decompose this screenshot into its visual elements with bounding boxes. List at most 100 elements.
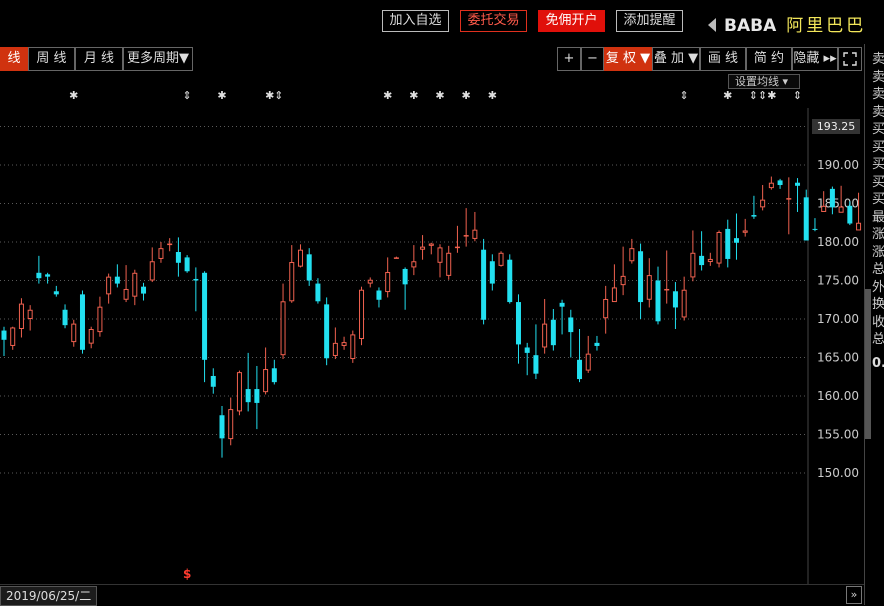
- candle-body-down: [699, 255, 705, 266]
- period-day-tab[interactable]: 线: [0, 47, 28, 71]
- draw-line-button[interactable]: 画 线: [700, 47, 746, 71]
- quote-field-label: 买: [872, 174, 884, 190]
- ma-settings-dropdown[interactable]: 设置均线 ▾: [728, 74, 800, 89]
- fullscreen-button[interactable]: [838, 47, 862, 71]
- quote-field-label: 买: [872, 139, 884, 155]
- candle-body-up: [446, 252, 452, 276]
- candle-body-up: [289, 262, 295, 302]
- candle-body-up: [603, 298, 609, 319]
- quote-field-label: 涨: [872, 244, 884, 260]
- candle-body-up: [428, 243, 434, 246]
- candle-body-down: [324, 304, 330, 359]
- top-header: 加入自选 委托交易 免佣开户 添加提醒 BABA 阿里巴巴: [0, 0, 884, 44]
- candle-body-down: [481, 249, 487, 320]
- panel-collapse-handle[interactable]: [865, 289, 871, 439]
- candle-body-up: [768, 182, 774, 189]
- candle-body-down: [62, 309, 68, 326]
- event-marker: ✱: [488, 89, 497, 102]
- y-tick-label: 165.00: [817, 351, 859, 365]
- candle-body-up: [411, 261, 417, 268]
- candle-body-down: [829, 188, 835, 208]
- candle-body-down: [577, 359, 583, 380]
- y-tick-label: 150.00: [817, 466, 859, 480]
- dividend-marker: $: [183, 567, 191, 581]
- y-tick-label: 155.00: [817, 428, 859, 442]
- more-periods-dropdown[interactable]: 更多周期▼: [123, 47, 193, 71]
- candle-body-down: [568, 317, 574, 333]
- candle-body-down: [638, 251, 644, 303]
- period-week-tab[interactable]: 周 线: [28, 47, 75, 71]
- zoom-in-button[interactable]: +: [557, 47, 581, 71]
- candle-body-up: [149, 261, 155, 281]
- y-tick-label: 170.00: [817, 312, 859, 326]
- event-marker: ✱: [383, 89, 392, 102]
- candle-body-down: [489, 261, 495, 284]
- stock-title[interactable]: BABA 阿里巴巴: [708, 11, 866, 36]
- trade-order-button[interactable]: 委托交易: [460, 10, 527, 32]
- candle-body-up: [786, 198, 792, 200]
- chart-svg[interactable]: 150.00 155.00 160.00 165.00 170.00 175.00 180.…: [0, 74, 879, 584]
- overlay-dropdown[interactable]: 叠 加 ▼: [652, 47, 700, 71]
- candle-body-up: [27, 309, 33, 319]
- candle-body-up: [350, 334, 356, 360]
- candle-body-up: [716, 231, 722, 264]
- time-axis-bar: 2019/06/25/二 »: [0, 584, 864, 606]
- candle-body-up: [690, 252, 696, 278]
- candle-body-down: [36, 272, 42, 279]
- simple-mode-button[interactable]: 简 约: [746, 47, 792, 71]
- left-arrow-icon[interactable]: [708, 18, 716, 32]
- scroll-right-icon[interactable]: »: [846, 586, 862, 604]
- candle-body-up: [393, 257, 399, 259]
- y-tick-label: 190.00: [817, 158, 859, 172]
- add-watchlist-button[interactable]: 加入自选: [382, 10, 449, 32]
- candle-body-down: [847, 205, 853, 224]
- candle-body-up: [463, 235, 469, 237]
- quote-field-label: 卖: [872, 52, 884, 67]
- candle-body-up: [742, 230, 748, 233]
- event-marker: ⇕: [183, 89, 192, 102]
- hide-panel-button[interactable]: 隐藏 ▸▸: [792, 47, 838, 71]
- candle-body-down: [751, 215, 757, 217]
- current-price-tag: 193.25: [812, 119, 860, 134]
- quote-field-label: 收: [872, 314, 884, 330]
- candle-body-up: [760, 199, 766, 208]
- candle-body-up: [821, 205, 827, 212]
- candle-body-down: [594, 342, 600, 346]
- candle-body-up: [158, 248, 164, 259]
- zoom-out-button[interactable]: −: [581, 47, 604, 71]
- open-account-button[interactable]: 免佣开户: [538, 10, 605, 32]
- candle-body-up: [297, 249, 303, 267]
- candle-body-up: [664, 288, 670, 291]
- candle-body-up: [332, 342, 338, 356]
- quote-field-label: 总: [872, 262, 884, 277]
- quote-field-label: 卖: [872, 87, 884, 102]
- quote-field-value: 0.: [872, 355, 884, 371]
- candle-body-up: [681, 289, 687, 318]
- add-alert-button[interactable]: 添加提醒: [616, 10, 683, 32]
- candle-body-down: [655, 280, 661, 322]
- candle-body-down: [533, 355, 539, 374]
- candle-body-down: [733, 238, 739, 243]
- candle-body-up: [167, 243, 173, 246]
- period-month-tab[interactable]: 月 线: [75, 47, 123, 71]
- event-marker: ⇕: [793, 89, 802, 102]
- candle-body-up: [620, 275, 626, 286]
- candle-body-up: [454, 246, 460, 249]
- candle-body-up: [18, 303, 24, 330]
- candle-body-up: [838, 206, 844, 213]
- candle-body-down: [507, 259, 513, 303]
- candle-body-up: [420, 246, 426, 250]
- quote-field-label: 卖: [872, 69, 884, 85]
- candle-body-up: [106, 276, 112, 295]
- candle-body-up: [437, 247, 443, 263]
- date-label: 2019/06/25/二: [0, 586, 98, 606]
- chart-toolbar: 线 周 线 月 线 更多周期▼ + − 复 权 ▼ 叠 加 ▼ 画 线 简 约 …: [0, 47, 864, 71]
- quote-field-label: 买: [872, 122, 884, 137]
- candle-body-down: [559, 302, 565, 307]
- candle-body-down: [725, 228, 731, 259]
- price-adjust-dropdown[interactable]: 复 权 ▼: [604, 47, 652, 71]
- candle-body-up: [236, 372, 242, 412]
- candle-body-down: [524, 347, 530, 353]
- candle-body-down: [803, 197, 809, 241]
- candlestick-chart[interactable]: 150.00 155.00 160.00 165.00 170.00 175.00 180.…: [0, 74, 879, 584]
